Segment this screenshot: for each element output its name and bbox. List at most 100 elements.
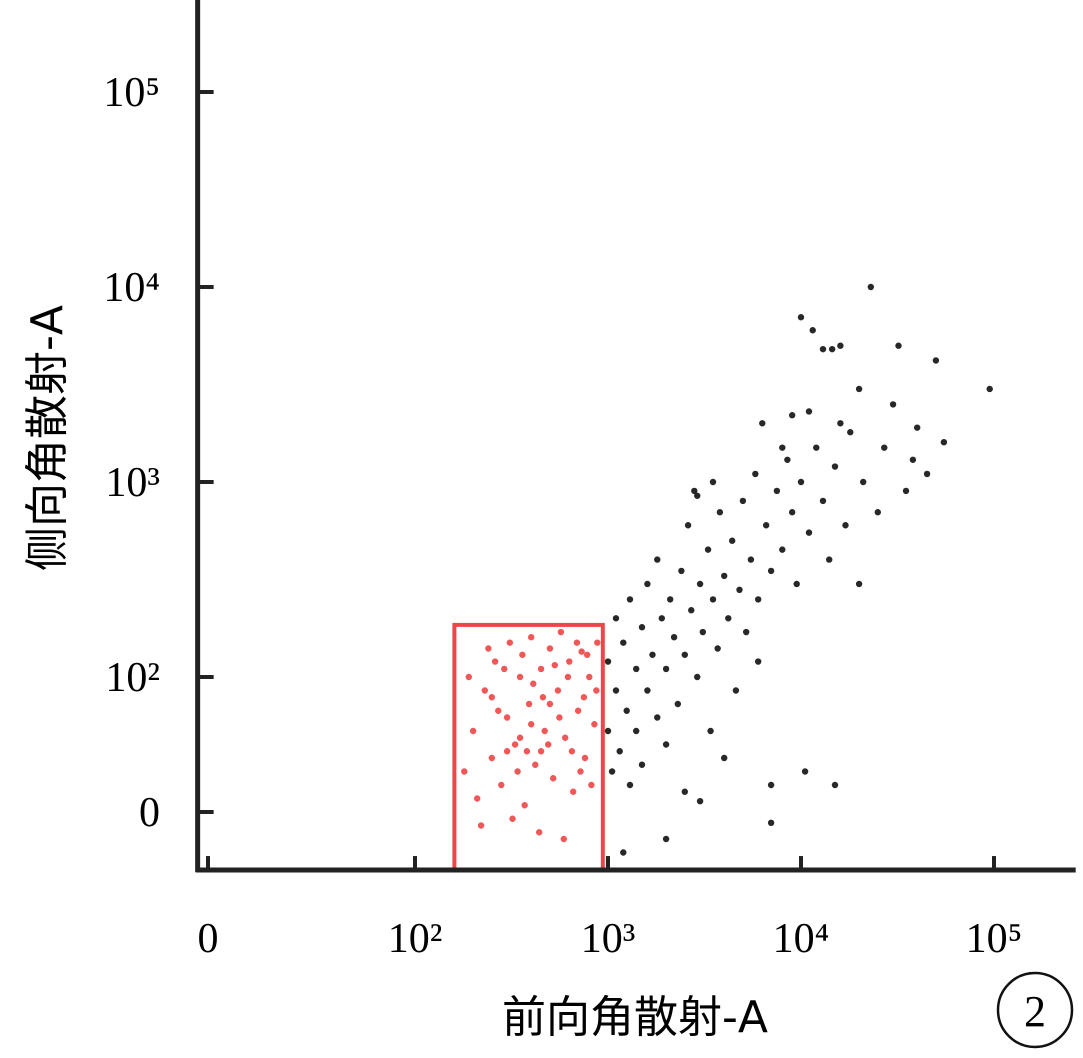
data-point	[828, 345, 836, 353]
data-point	[831, 463, 839, 470]
data-point	[847, 429, 854, 436]
y-tick-label: 10⁴	[103, 265, 160, 311]
x-tick-label: 0	[198, 916, 219, 962]
data-point	[506, 639, 514, 646]
data-point	[773, 487, 781, 495]
x-tick-label: 10⁵	[966, 916, 1023, 962]
data-point	[754, 596, 762, 603]
y-tick-label: 0	[139, 790, 160, 836]
data-point	[874, 509, 882, 516]
data-point	[521, 802, 528, 809]
data-point	[537, 665, 545, 673]
annotation-circle	[996, 971, 1074, 1049]
data-point	[855, 580, 863, 588]
data-point	[516, 673, 524, 681]
data-point	[532, 761, 539, 768]
data-point	[674, 700, 682, 708]
data-point	[666, 596, 674, 603]
data-point	[604, 727, 612, 735]
data-point	[644, 687, 651, 694]
data-point	[709, 478, 717, 486]
data-point	[709, 596, 717, 603]
data-point	[564, 673, 572, 681]
y-tick-label: 10²	[105, 655, 160, 701]
data-point	[654, 556, 661, 563]
data-point	[788, 509, 796, 516]
data-point	[620, 639, 627, 646]
data-point	[530, 680, 537, 687]
data-point	[541, 727, 548, 735]
data-point	[503, 748, 511, 755]
data-point	[469, 727, 477, 735]
data-point	[752, 470, 759, 478]
data-point	[681, 651, 689, 658]
data-point	[662, 741, 670, 748]
data-point	[481, 687, 489, 694]
data-point	[588, 781, 595, 789]
gate	[452, 622, 605, 873]
data-point	[881, 444, 888, 451]
data-point	[574, 707, 582, 714]
data-point	[797, 478, 805, 486]
data-point	[591, 721, 598, 728]
data-point	[779, 444, 786, 451]
data-point	[837, 342, 844, 349]
y-tick-label: 10⁵	[103, 70, 160, 116]
data-point	[779, 546, 786, 553]
data-point	[658, 615, 665, 622]
data-point	[495, 707, 502, 714]
data-point	[546, 700, 554, 708]
data-point	[473, 795, 481, 802]
data-point	[940, 438, 948, 446]
x-tick-label: 10²	[388, 916, 443, 962]
data-point	[684, 522, 692, 529]
data-point	[626, 781, 634, 789]
data-point	[477, 822, 485, 829]
data-point	[583, 651, 591, 658]
data-point	[889, 401, 897, 408]
data-point	[809, 327, 816, 334]
data-point	[720, 572, 728, 580]
data-point	[514, 768, 521, 775]
data-point	[654, 714, 661, 721]
data-point	[725, 615, 732, 622]
data-point	[586, 673, 593, 681]
data-point	[867, 283, 875, 291]
data-point	[465, 673, 472, 681]
data-point	[593, 687, 600, 694]
data-point	[670, 633, 678, 641]
data-point	[736, 586, 743, 594]
data-point	[581, 754, 589, 762]
data-point	[612, 687, 620, 694]
y-tick-label: 10³	[105, 460, 160, 506]
data-point	[716, 509, 724, 516]
data-point	[784, 456, 791, 463]
data-point	[638, 761, 646, 768]
data-point	[557, 628, 565, 636]
data-point	[793, 580, 800, 588]
data-point	[527, 721, 535, 728]
data-point	[616, 748, 623, 755]
data-point	[461, 768, 468, 775]
data-point	[801, 768, 809, 775]
data-point	[767, 567, 775, 575]
data-point	[594, 639, 601, 646]
data-point	[626, 596, 634, 603]
data-point	[694, 492, 701, 499]
data-point	[491, 658, 499, 665]
data-point	[909, 456, 917, 463]
data-point	[986, 385, 993, 393]
data-point	[859, 478, 867, 486]
data-point	[546, 645, 554, 652]
data-point	[688, 607, 695, 614]
data-point	[523, 748, 531, 755]
data-point	[819, 497, 827, 505]
data-point	[527, 633, 535, 641]
data-point	[696, 798, 704, 805]
data-point	[720, 754, 728, 762]
data-point	[488, 694, 496, 701]
annotation: 2	[1024, 987, 1046, 1036]
data-point	[707, 727, 714, 735]
data-point	[747, 556, 755, 563]
